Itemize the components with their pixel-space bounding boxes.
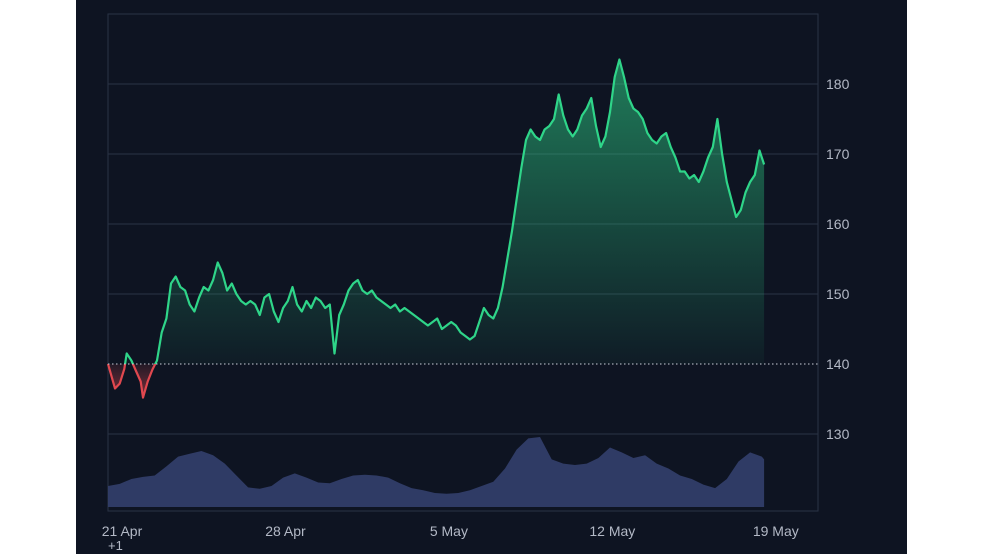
y-tick-170: 170 xyxy=(826,146,850,162)
price-line xyxy=(106,58,766,399)
x-tick-0: 21 Apr xyxy=(102,523,143,539)
price-area xyxy=(108,59,765,398)
y-tick-180: 180 xyxy=(826,76,850,92)
x-tick-4: 19 May xyxy=(753,523,799,539)
plot-frame xyxy=(107,13,819,512)
price-area-up xyxy=(108,59,765,364)
x-tick-3: 12 May xyxy=(589,523,635,539)
x-axis: 21 Apr 28 Apr 5 May 12 May 19 May xyxy=(102,523,799,539)
y-tick-140: 140 xyxy=(826,356,850,372)
x-tick-1: 28 Apr xyxy=(265,523,306,539)
volume-series xyxy=(108,437,765,507)
y-tick-130: 130 xyxy=(826,426,850,442)
footer-label: +1 xyxy=(108,538,123,553)
y-tick-150: 150 xyxy=(826,286,850,302)
y-axis: 130 140 150 160 170 180 xyxy=(826,76,850,442)
y-tick-160: 160 xyxy=(826,216,850,232)
x-tick-2: 5 May xyxy=(430,523,468,539)
price-line-up xyxy=(108,58,766,364)
price-chart: 130 140 150 160 170 180 21 Apr 28 Apr 5 May 12 M… xyxy=(102,13,850,539)
volume-area xyxy=(108,437,765,507)
chart-panel: 130 140 150 160 170 180 21 Apr 28 Apr 5 May 12 M… xyxy=(76,0,907,554)
